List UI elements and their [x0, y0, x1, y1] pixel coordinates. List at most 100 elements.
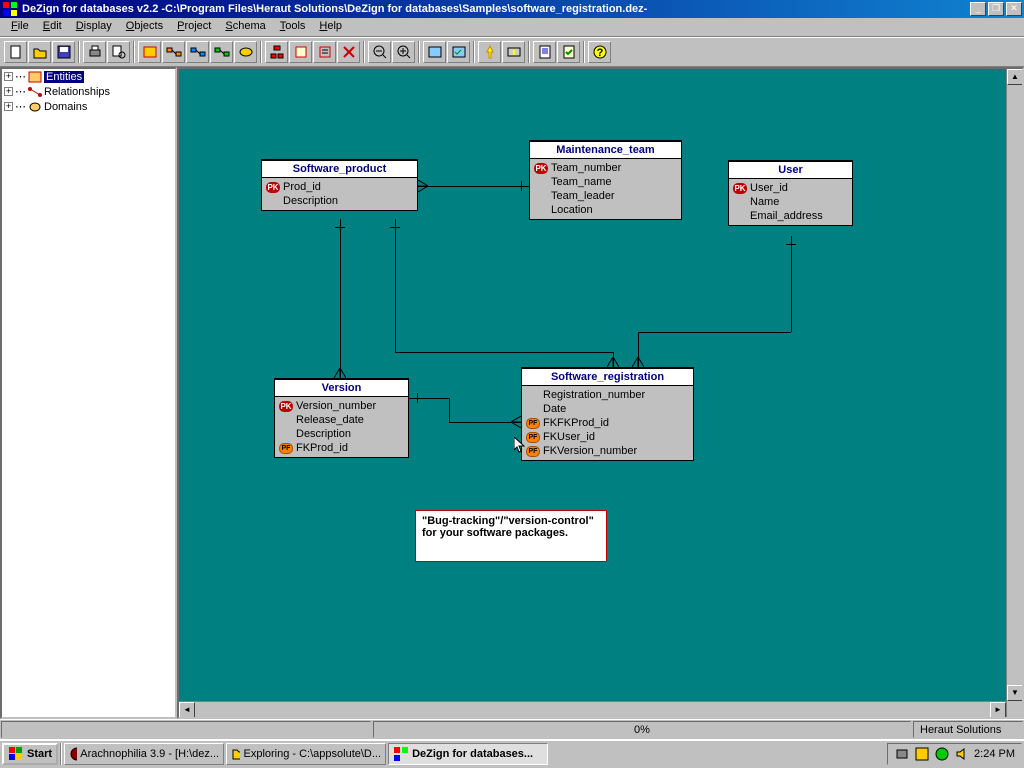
- tool-zoomin[interactable]: [392, 41, 415, 63]
- entity-title: Software_product: [262, 160, 417, 178]
- attribute-row[interactable]: PFFKFKProd_id: [526, 416, 689, 430]
- entity-version[interactable]: VersionPKVersion_numberRelease_dateDescr…: [274, 378, 409, 458]
- minimize-button[interactable]: _: [970, 2, 986, 16]
- expand-icon[interactable]: +: [4, 87, 13, 96]
- tool-note[interactable]: [289, 41, 312, 63]
- expand-icon[interactable]: +: [4, 72, 13, 81]
- horizontal-scrollbar[interactable]: ◄ ►: [179, 701, 1006, 717]
- tool-print[interactable]: [83, 41, 106, 63]
- start-button[interactable]: Start: [2, 743, 58, 765]
- attribute-row[interactable]: Description: [266, 194, 413, 208]
- relationship-line[interactable]: [791, 236, 792, 332]
- relationship-line[interactable]: [638, 332, 791, 333]
- tool-help[interactable]: ?: [588, 41, 611, 63]
- attribute-row[interactable]: PFFKVersion_number: [526, 444, 689, 458]
- tool-check2[interactable]: [447, 41, 470, 63]
- menu-edit[interactable]: Edit: [36, 18, 69, 36]
- tool-relation3[interactable]: [210, 41, 233, 63]
- volume-icon[interactable]: [954, 746, 970, 762]
- tool-open[interactable]: [28, 41, 51, 63]
- tool-report2[interactable]: [557, 41, 580, 63]
- menu-help[interactable]: Help: [312, 18, 349, 36]
- clock[interactable]: 2:24 PM: [974, 748, 1015, 760]
- tool-execute[interactable]: [502, 41, 525, 63]
- attribute-row[interactable]: PFFKProd_id: [279, 441, 404, 455]
- attribute-label: Release_date: [296, 414, 364, 426]
- tool-domain[interactable]: [234, 41, 257, 63]
- attribute-row[interactable]: PKUser_id: [733, 181, 848, 195]
- entity-software_product[interactable]: Software_product PKProd_idDescription: [261, 159, 418, 211]
- entity-maintenance_team[interactable]: Maintenance_teamPKTeam_numberTeam_nameTe…: [529, 140, 682, 220]
- relationship-line[interactable]: [395, 219, 396, 352]
- tool-generate[interactable]: [478, 41, 501, 63]
- expand-icon[interactable]: +: [4, 102, 13, 111]
- relationship-line[interactable]: [409, 398, 449, 399]
- menu-objects[interactable]: Objects: [119, 18, 170, 36]
- attribute-row[interactable]: PKProd_id: [266, 180, 413, 194]
- entity-user[interactable]: UserPKUser_idNameEmail_address: [728, 160, 853, 226]
- tool-stamp[interactable]: [313, 41, 336, 63]
- diagram-canvas[interactable]: ▲ ▼ ◄ ► Software_productPKProd_idDescrip…: [177, 67, 1024, 719]
- tray-icon[interactable]: [894, 746, 910, 762]
- tool-zoomout[interactable]: [368, 41, 391, 63]
- tool-report1[interactable]: [533, 41, 556, 63]
- vertical-scrollbar[interactable]: ▲ ▼: [1006, 69, 1022, 717]
- tool-check1[interactable]: [423, 41, 446, 63]
- menu-project[interactable]: Project: [170, 18, 218, 36]
- attribute-row[interactable]: Registration_number: [526, 388, 689, 402]
- tree-item-domains[interactable]: + ⋯ Domains: [2, 99, 175, 114]
- tool-new[interactable]: [4, 41, 27, 63]
- tree-item-entities[interactable]: + ⋯ Entities: [2, 69, 175, 84]
- attribute-label: FKFKProd_id: [543, 417, 609, 429]
- tray-icon[interactable]: [914, 746, 930, 762]
- tool-delete[interactable]: [337, 41, 360, 63]
- entity-software_registration[interactable]: Software_registration Registration_numbe…: [521, 367, 694, 461]
- tree-panel[interactable]: + ⋯ Entities + ⋯ Relationships + ⋯ Domai…: [0, 67, 177, 719]
- relationship-line[interactable]: [395, 352, 613, 353]
- cardinality-tick: [390, 227, 400, 228]
- attribute-row[interactable]: PFFKUser_id: [526, 430, 689, 444]
- attribute-row[interactable]: Email_address: [733, 209, 848, 223]
- relationship-line[interactable]: [340, 219, 341, 378]
- app-icon: [2, 1, 18, 17]
- relationship-line[interactable]: [449, 398, 450, 422]
- attribute-row[interactable]: PKVersion_number: [279, 399, 404, 413]
- cardinality-tick: [417, 393, 418, 403]
- attribute-row[interactable]: Description: [279, 427, 404, 441]
- attribute-label: Email_address: [750, 210, 823, 222]
- scroll-up-button[interactable]: ▲: [1007, 69, 1023, 85]
- svg-text:?: ?: [596, 47, 603, 59]
- tool-relation2[interactable]: [186, 41, 209, 63]
- menu-schema[interactable]: Schema: [218, 18, 272, 36]
- attribute-label: Date: [543, 403, 566, 415]
- tool-inherit[interactable]: [265, 41, 288, 63]
- attribute-row[interactable]: PKTeam_number: [534, 161, 677, 175]
- tray-icon[interactable]: [934, 746, 950, 762]
- attribute-row[interactable]: Location: [534, 203, 677, 217]
- tool-entity[interactable]: [138, 41, 161, 63]
- note-box[interactable]: "Bug-tracking"/"version-control" for you…: [415, 510, 607, 562]
- tool-preview[interactable]: [107, 41, 130, 63]
- start-label: Start: [27, 748, 52, 760]
- tree-item-relationships[interactable]: + ⋯ Relationships: [2, 84, 175, 99]
- attribute-row[interactable]: Team_leader: [534, 189, 677, 203]
- menu-file[interactable]: File: [4, 18, 36, 36]
- tool-relation1[interactable]: [162, 41, 185, 63]
- attribute-label: Version_number: [296, 400, 376, 412]
- attribute-row[interactable]: Team_name: [534, 175, 677, 189]
- maximize-button[interactable]: ❐: [988, 2, 1004, 16]
- scroll-left-button[interactable]: ◄: [179, 702, 195, 718]
- attribute-row[interactable]: Name: [733, 195, 848, 209]
- tool-save[interactable]: [52, 41, 75, 63]
- task-button[interactable]: DeZign for databases...: [388, 743, 548, 765]
- scroll-right-button[interactable]: ►: [990, 702, 1006, 718]
- task-button[interactable]: Arachnophilia 3.9 - [H:\dez...: [64, 743, 224, 765]
- relationship-line[interactable]: [418, 186, 529, 187]
- menu-display[interactable]: Display: [69, 18, 119, 36]
- attribute-row[interactable]: Date: [526, 402, 689, 416]
- scroll-down-button[interactable]: ▼: [1007, 685, 1023, 701]
- task-button[interactable]: Exploring - C:\appsolute\D...: [226, 743, 386, 765]
- menu-tools[interactable]: Tools: [273, 18, 313, 36]
- close-button[interactable]: ✕: [1006, 2, 1022, 16]
- attribute-row[interactable]: Release_date: [279, 413, 404, 427]
